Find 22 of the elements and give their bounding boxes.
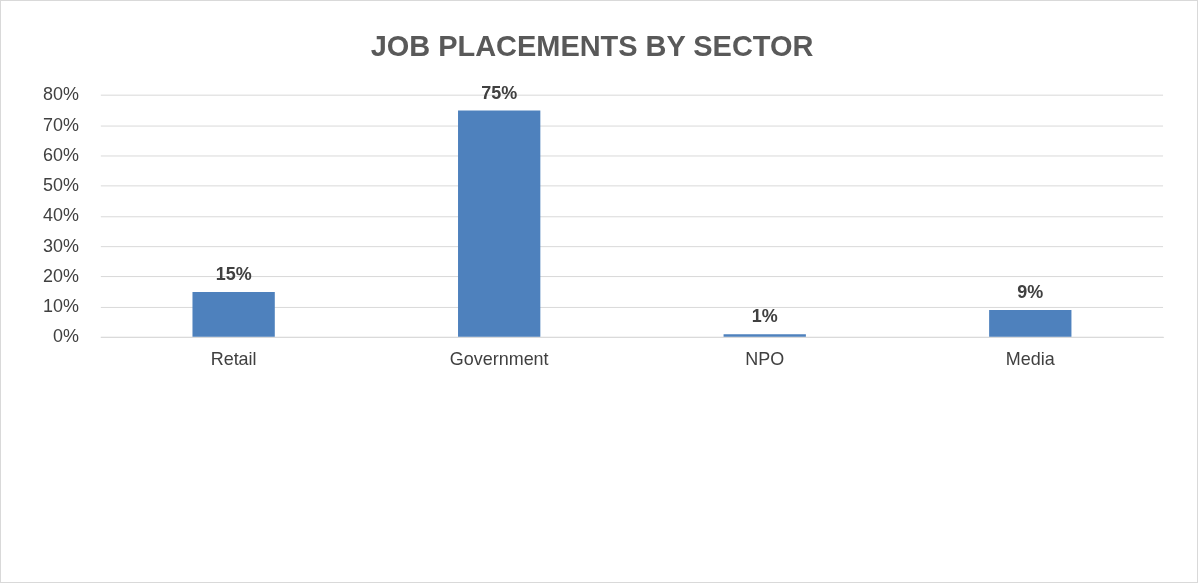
data-label: 15% — [215, 263, 252, 284]
y-tick-label: 70% — [42, 114, 79, 135]
bar — [723, 334, 806, 337]
x-tick-label: NPO — [745, 348, 785, 369]
y-tick-label: 50% — [42, 175, 79, 196]
bar — [989, 310, 1072, 337]
y-tick-label: 80% — [42, 84, 79, 105]
data-label: 9% — [1017, 282, 1044, 303]
y-tick-label: 0% — [52, 326, 79, 347]
x-tick-label: Media — [1005, 348, 1055, 369]
y-tick-label: 10% — [42, 295, 79, 316]
bar — [458, 110, 541, 337]
x-tick-label: Government — [449, 348, 549, 369]
data-label: 75% — [481, 82, 518, 103]
y-tick-label: 20% — [42, 265, 79, 286]
y-tick-label: 60% — [42, 144, 79, 165]
x-tick-label: Retail — [210, 348, 257, 369]
data-label: 1% — [751, 306, 778, 327]
y-tick-label: 30% — [42, 235, 79, 256]
chart-title: JOB PLACEMENTS BY SECTOR — [370, 30, 814, 63]
bar — [192, 291, 275, 337]
y-tick-label: 40% — [42, 205, 79, 226]
